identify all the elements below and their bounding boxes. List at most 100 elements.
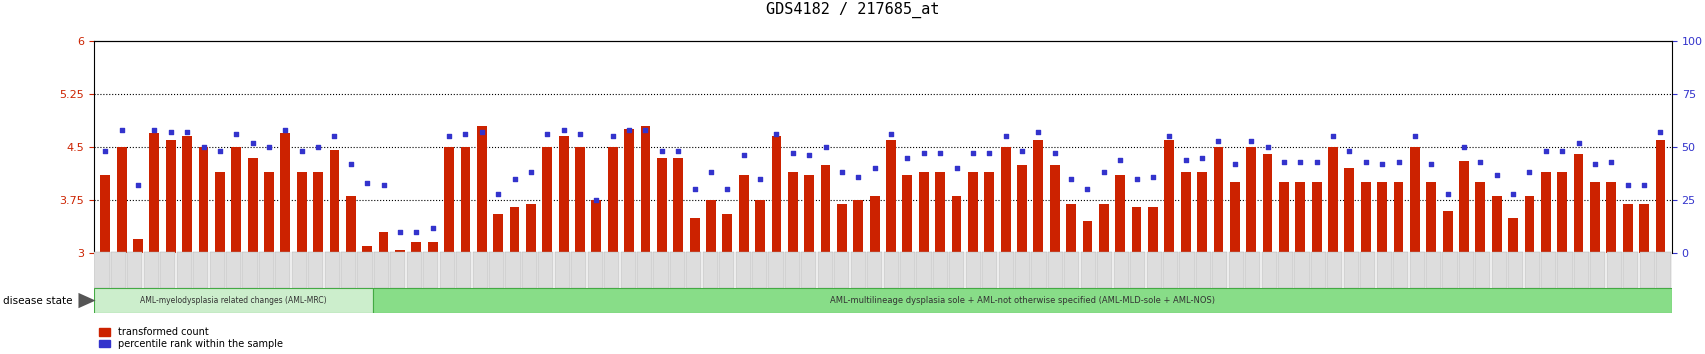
- Bar: [1361, 182, 1369, 253]
- Bar: [275, 252, 290, 288]
- Bar: [1376, 252, 1391, 288]
- Bar: [607, 147, 617, 253]
- Point: [1122, 176, 1149, 182]
- Point: [876, 131, 904, 137]
- Bar: [587, 252, 602, 288]
- Bar: [428, 242, 438, 253]
- Bar: [1165, 140, 1173, 253]
- Bar: [1376, 182, 1386, 253]
- Point: [338, 161, 365, 167]
- Point: [419, 225, 447, 230]
- Bar: [1441, 252, 1456, 288]
- Bar: [1442, 211, 1451, 253]
- Point: [239, 140, 266, 145]
- Point: [1417, 161, 1444, 167]
- Bar: [411, 242, 421, 253]
- Point: [484, 191, 512, 196]
- Bar: [423, 252, 438, 288]
- Point: [435, 133, 462, 139]
- Bar: [1639, 252, 1654, 288]
- Point: [174, 129, 201, 135]
- Point: [189, 144, 217, 150]
- Bar: [554, 252, 569, 288]
- Point: [713, 187, 740, 192]
- Bar: [314, 172, 322, 253]
- Bar: [1083, 221, 1091, 253]
- Bar: [225, 252, 240, 288]
- Point: [943, 165, 970, 171]
- Point: [648, 148, 675, 154]
- Bar: [94, 288, 373, 313]
- Point: [1516, 170, 1543, 175]
- Bar: [767, 252, 783, 288]
- Bar: [721, 214, 731, 253]
- Bar: [128, 252, 143, 288]
- Bar: [982, 252, 997, 288]
- Bar: [1393, 182, 1403, 253]
- Bar: [1425, 252, 1441, 288]
- Bar: [1654, 140, 1664, 253]
- Point: [730, 153, 757, 158]
- Bar: [1064, 252, 1079, 288]
- Point: [92, 148, 119, 154]
- Bar: [624, 129, 634, 253]
- Point: [762, 131, 789, 137]
- Bar: [1425, 182, 1436, 253]
- Point: [1563, 140, 1591, 145]
- Bar: [232, 147, 240, 253]
- Bar: [948, 252, 963, 288]
- Bar: [1656, 252, 1671, 288]
- Bar: [292, 252, 307, 288]
- Bar: [1098, 204, 1108, 253]
- Bar: [916, 252, 931, 288]
- Bar: [160, 252, 176, 288]
- Bar: [883, 252, 899, 288]
- Bar: [522, 252, 537, 288]
- Bar: [373, 288, 1671, 313]
- Bar: [702, 252, 718, 288]
- Bar: [247, 158, 257, 253]
- Bar: [885, 140, 895, 253]
- Bar: [866, 252, 881, 288]
- Bar: [1016, 165, 1026, 253]
- Bar: [653, 252, 668, 288]
- Bar: [150, 133, 159, 253]
- Point: [861, 165, 888, 171]
- Point: [1040, 150, 1067, 156]
- Bar: [1115, 175, 1125, 253]
- Point: [1318, 133, 1345, 139]
- Bar: [1262, 252, 1275, 288]
- Bar: [280, 133, 290, 253]
- Bar: [1047, 252, 1062, 288]
- Bar: [951, 196, 962, 253]
- Bar: [264, 172, 275, 253]
- Point: [1188, 155, 1216, 160]
- Point: [1221, 161, 1248, 167]
- Bar: [455, 252, 471, 288]
- Bar: [1490, 252, 1506, 288]
- Bar: [489, 252, 505, 288]
- Bar: [379, 232, 389, 253]
- Text: GDS4182 / 217685_at: GDS4182 / 217685_at: [766, 2, 939, 18]
- Bar: [559, 136, 568, 253]
- Point: [926, 150, 953, 156]
- Point: [829, 170, 856, 175]
- Bar: [182, 136, 193, 253]
- Bar: [1359, 252, 1374, 288]
- Point: [271, 127, 298, 133]
- Bar: [1458, 252, 1473, 288]
- Point: [124, 182, 152, 188]
- Bar: [1279, 182, 1287, 253]
- Bar: [309, 252, 324, 288]
- Bar: [685, 252, 701, 288]
- Bar: [834, 252, 849, 288]
- Bar: [1475, 182, 1485, 253]
- Bar: [143, 252, 159, 288]
- Bar: [1540, 252, 1555, 288]
- Bar: [1262, 154, 1272, 253]
- Bar: [670, 252, 684, 288]
- Bar: [735, 252, 750, 288]
- Bar: [1129, 252, 1144, 288]
- Point: [1008, 148, 1035, 154]
- Point: [1466, 159, 1494, 165]
